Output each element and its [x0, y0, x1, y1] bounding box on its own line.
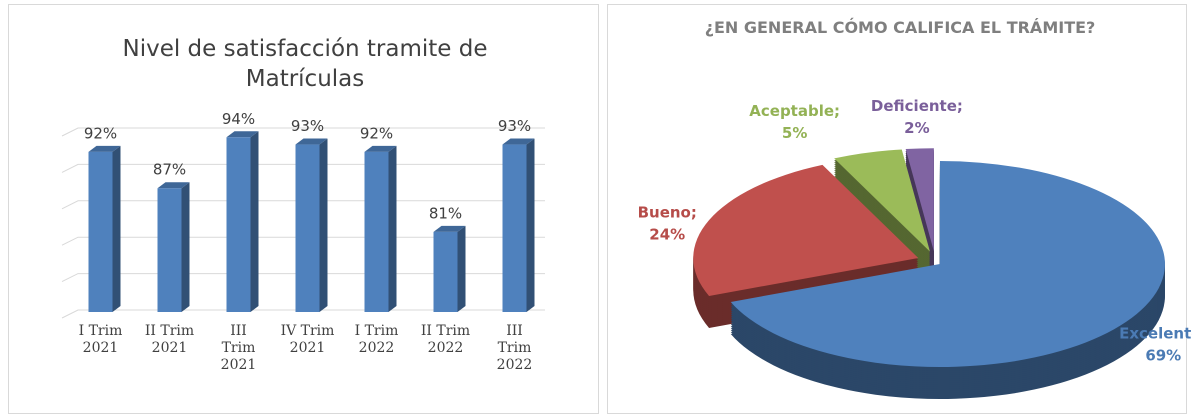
- pie-title: ¿EN GENERAL CÓMO CALIFICA EL TRÁMITE?: [704, 18, 1096, 37]
- label-category: Bueno: [638, 203, 691, 221]
- data-label: 93%: [498, 117, 531, 135]
- bar-side: [457, 225, 466, 312]
- bar-front: [295, 144, 320, 312]
- data-label: 92%: [84, 124, 117, 142]
- slice-top: [905, 148, 934, 252]
- x-tick-label: I Trim 2021: [79, 323, 123, 356]
- x-tick-label: III Trim 2022: [497, 323, 533, 373]
- bar-top: [433, 225, 466, 232]
- bar-top: [502, 138, 535, 145]
- bar: [295, 138, 328, 312]
- bar: [157, 182, 190, 312]
- data-label: 92%: [360, 124, 393, 142]
- x-tick-line: 2022: [359, 340, 395, 356]
- label-value: 2%: [904, 118, 929, 136]
- bar-front: [88, 151, 113, 312]
- label-category: Deficiente: [871, 96, 957, 114]
- bar-top: [226, 131, 259, 138]
- x-tick-line: 2021: [83, 340, 119, 356]
- bar: [433, 225, 466, 312]
- data-label: 87%: [153, 161, 186, 179]
- bar-top: [157, 182, 190, 189]
- bar-top: [364, 145, 397, 152]
- bar: [502, 138, 535, 312]
- label-category: Excelente: [1119, 324, 1192, 342]
- bar-side: [388, 145, 397, 312]
- bar-side: [250, 131, 259, 312]
- grid-line: [61, 127, 545, 137]
- bar-front: [364, 151, 389, 312]
- data-label: Bueno; 24%: [638, 203, 697, 243]
- x-tick-line: 2021: [152, 340, 188, 356]
- bar-side: [181, 182, 190, 312]
- x-tick-line: I Trim: [355, 323, 399, 339]
- slice-top: [693, 164, 919, 296]
- bar-top: [295, 138, 328, 145]
- bar-front: [433, 231, 458, 312]
- label-separator: ;: [834, 101, 840, 119]
- bar: [364, 145, 397, 312]
- x-tick-line: II Trim: [421, 323, 470, 339]
- bar-side: [112, 145, 121, 312]
- x-tick-line: Trim: [498, 340, 532, 356]
- data-label: Aceptable; 5%: [749, 101, 840, 141]
- x-tick-label: II Trim 2021: [145, 323, 194, 356]
- slice-top: [834, 149, 930, 252]
- slice: [730, 161, 1165, 400]
- x-tick-line: 2022: [428, 340, 464, 356]
- x-tick-line: I Trim: [79, 323, 123, 339]
- x-tick-line: Trim: [222, 340, 256, 356]
- bar-title: Nivel de satisfacción tramite de Matrícu…: [122, 36, 488, 92]
- data-label: Deficiente; 2%: [871, 96, 963, 136]
- data-label: 93%: [291, 117, 324, 135]
- bar-side: [319, 138, 328, 312]
- bar-side: [526, 138, 535, 312]
- x-tick-line: III: [230, 323, 247, 339]
- label-value: 69%: [1145, 346, 1181, 364]
- label-separator: ;: [691, 203, 697, 221]
- label-value: 5%: [782, 123, 807, 141]
- x-tick-line: II Trim: [145, 323, 194, 339]
- x-tick-label: II Trim 2022: [421, 323, 470, 356]
- label-value: 24%: [649, 225, 685, 243]
- bar-front: [502, 144, 527, 312]
- x-tick-label: III Trim 2021: [221, 323, 257, 373]
- x-tick-label: I Trim 2022: [355, 323, 399, 356]
- x-tick-line: 2021: [221, 357, 257, 373]
- x-tick-line: IV Trim: [281, 323, 335, 339]
- data-label: Excelente;69%: [1119, 324, 1192, 364]
- x-tick-line: III: [506, 323, 523, 339]
- data-label: 81%: [429, 204, 462, 222]
- x-tick-line: 2022: [497, 357, 533, 373]
- x-tick-line: 2021: [290, 340, 326, 356]
- data-label: 94%: [222, 110, 255, 128]
- label-separator: ;: [957, 96, 963, 114]
- x-tick-label: IV Trim 2021: [281, 323, 335, 356]
- bar: [88, 145, 121, 312]
- slice-top: [730, 161, 1165, 368]
- bar: [226, 131, 259, 312]
- label-category: Aceptable: [749, 101, 834, 119]
- bar-top: [88, 145, 121, 152]
- bar-front: [226, 137, 251, 312]
- bar-front: [157, 188, 182, 312]
